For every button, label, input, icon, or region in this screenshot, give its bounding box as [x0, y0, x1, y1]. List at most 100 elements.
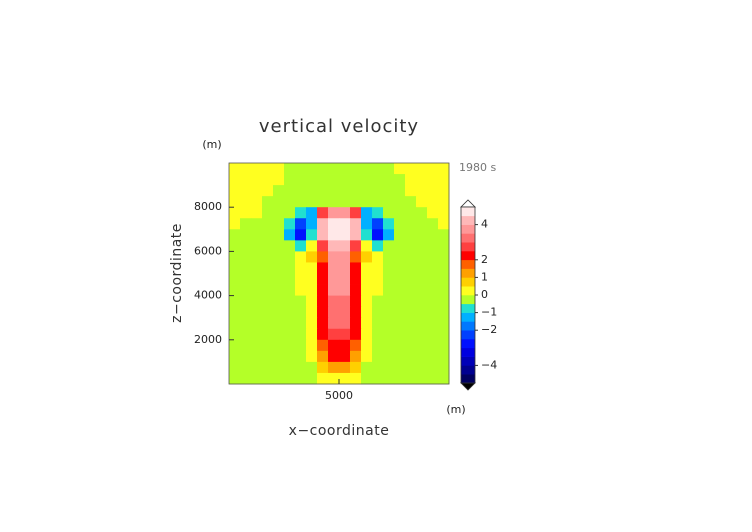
contour-cell	[438, 372, 450, 385]
contour-cell	[229, 284, 241, 296]
contour-cell	[372, 361, 384, 374]
colorbar-swatch	[461, 242, 475, 252]
contour-cell	[251, 317, 263, 330]
contour-cell	[427, 185, 439, 197]
contour-cell	[295, 207, 307, 219]
contour-cell	[284, 361, 296, 374]
contour-cell	[251, 229, 263, 241]
contour-cell	[317, 174, 329, 186]
contour-cell	[438, 251, 450, 263]
contour-cell	[350, 295, 362, 308]
contour-cell	[229, 328, 241, 341]
contour-cell	[328, 251, 340, 263]
contour-cell	[372, 262, 384, 274]
contour-cell	[427, 262, 439, 274]
contour-cell	[251, 251, 263, 263]
contour-cell	[251, 262, 263, 274]
contour-cell	[372, 163, 384, 175]
contour-cell	[273, 174, 285, 186]
contour-cell	[350, 306, 362, 319]
contour-cell	[383, 196, 395, 208]
contour-cell	[262, 273, 274, 285]
contour-cell	[262, 295, 274, 308]
contour-cell	[284, 163, 296, 175]
contour-cell	[350, 240, 362, 252]
contour-cell	[438, 284, 450, 296]
contour-cell	[284, 207, 296, 219]
contour-cell	[295, 372, 307, 385]
contour-cell	[328, 174, 340, 186]
contour-cell	[273, 317, 285, 330]
contour-cell	[427, 372, 439, 385]
contour-cell	[416, 251, 428, 263]
contour-cell	[339, 361, 351, 374]
contour-cell	[284, 229, 296, 241]
contour-cell	[295, 295, 307, 308]
colorbar-tick-label: 4	[481, 218, 488, 231]
x-unit: (m)	[446, 403, 465, 416]
contour-cell	[273, 350, 285, 363]
contour-cell	[361, 207, 373, 219]
contour-cell	[317, 273, 329, 285]
contour-cell	[438, 361, 450, 374]
contour-cell	[262, 284, 274, 296]
contour-cell	[295, 185, 307, 197]
contour-cell	[284, 174, 296, 186]
contour-cell	[361, 185, 373, 197]
contour-cell	[383, 339, 395, 352]
contour-cell	[273, 229, 285, 241]
contour-cell	[229, 273, 241, 285]
contour-cell	[328, 317, 340, 330]
contour-cell	[251, 218, 263, 230]
colorbar-swatch	[461, 356, 475, 366]
contour-cell	[273, 251, 285, 263]
plot-area	[228, 162, 450, 385]
contour-cell	[394, 361, 406, 374]
colorbar-tick-label: −4	[481, 358, 497, 371]
contour-cell	[383, 163, 395, 175]
contour-cell	[405, 350, 417, 363]
contour-cell	[405, 229, 417, 241]
contour-cell	[438, 262, 450, 274]
contour-cell	[229, 163, 241, 175]
contour-cell	[372, 229, 384, 241]
contour-cell	[427, 273, 439, 285]
contour-cell	[394, 229, 406, 241]
contour-cell	[273, 185, 285, 197]
contour-cell	[317, 284, 329, 296]
contour-cell	[416, 273, 428, 285]
contour-cell	[372, 284, 384, 296]
contour-cell	[229, 196, 241, 208]
contour-cell	[383, 284, 395, 296]
contour-cell	[383, 262, 395, 274]
contour-cell	[361, 328, 373, 341]
contour-cell	[405, 251, 417, 263]
contour-cell	[229, 207, 241, 219]
contour-cell	[394, 273, 406, 285]
contour-cell	[372, 240, 384, 252]
contour-cell	[383, 295, 395, 308]
contour-cell	[317, 361, 329, 374]
contour-cell	[361, 262, 373, 274]
contour-cell	[229, 262, 241, 274]
contour-cell	[306, 218, 318, 230]
contour-cell	[361, 317, 373, 330]
contour-cell	[240, 350, 252, 363]
contour-cell	[383, 361, 395, 374]
contour-cell	[306, 317, 318, 330]
contour-cell	[339, 163, 351, 175]
contour-cell	[240, 218, 252, 230]
contour-cell	[317, 251, 329, 263]
contour-cell	[295, 284, 307, 296]
contour-cell	[416, 185, 428, 197]
contour-cell	[372, 295, 384, 308]
contour-cell	[372, 317, 384, 330]
contour-cell	[295, 251, 307, 263]
contour-cell	[372, 185, 384, 197]
contour-cell	[427, 339, 439, 352]
contour-cell	[361, 163, 373, 175]
contour-cell	[295, 163, 307, 175]
contour-cell	[273, 163, 285, 175]
contour-cell	[284, 295, 296, 308]
contour-cell	[405, 262, 417, 274]
